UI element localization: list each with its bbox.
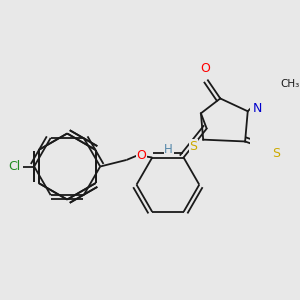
Text: S: S (189, 140, 197, 153)
Text: O: O (136, 149, 146, 162)
Text: N: N (253, 102, 262, 115)
Text: O: O (200, 62, 210, 75)
Text: S: S (272, 147, 281, 160)
Text: Cl: Cl (8, 160, 20, 173)
Text: CH₃: CH₃ (281, 79, 300, 89)
Text: H: H (164, 143, 173, 156)
